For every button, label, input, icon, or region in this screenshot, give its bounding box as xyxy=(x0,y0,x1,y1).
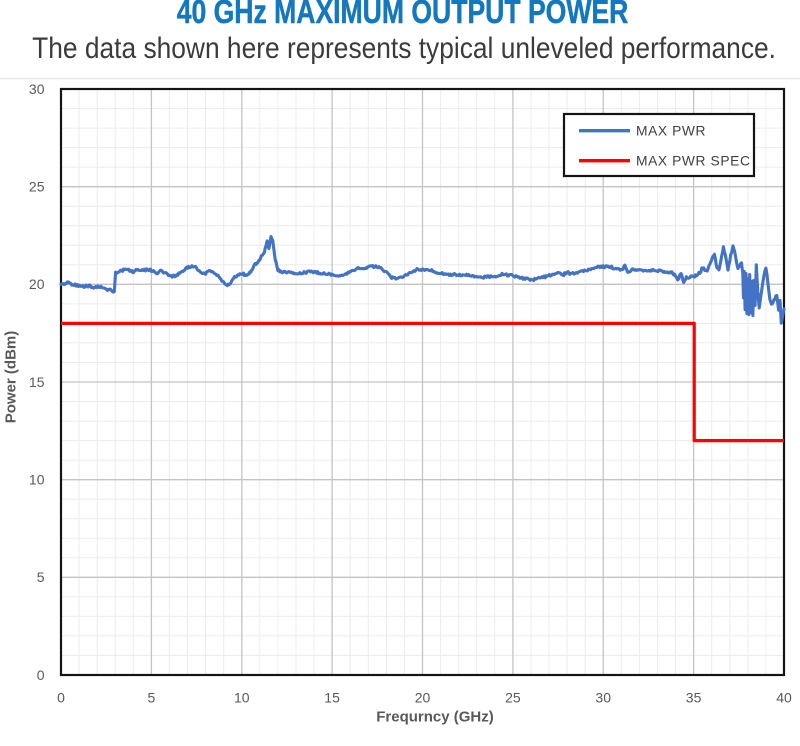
svg-text:Power (dBm): Power (dBm) xyxy=(2,331,19,424)
svg-text:20: 20 xyxy=(415,690,431,706)
svg-text:30: 30 xyxy=(595,690,611,706)
svg-text:MAX PWR: MAX PWR xyxy=(636,123,706,138)
svg-text:25: 25 xyxy=(29,179,45,195)
svg-text:15: 15 xyxy=(29,374,45,390)
svg-text:0: 0 xyxy=(37,667,45,683)
svg-text:5: 5 xyxy=(148,690,156,706)
svg-text:10: 10 xyxy=(29,472,45,488)
svg-text:35: 35 xyxy=(686,690,702,706)
svg-text:20: 20 xyxy=(29,276,45,292)
svg-text:40: 40 xyxy=(776,690,792,706)
svg-text:10: 10 xyxy=(234,690,250,706)
svg-text:5: 5 xyxy=(37,569,45,585)
svg-text:0: 0 xyxy=(57,690,65,706)
svg-text:MAX PWR SPEC: MAX PWR SPEC xyxy=(636,153,751,168)
svg-text:30: 30 xyxy=(29,81,45,97)
svg-text:25: 25 xyxy=(505,690,521,706)
svg-text:Frequrncy (GHz): Frequrncy (GHz) xyxy=(376,709,494,726)
svg-text:15: 15 xyxy=(324,690,340,706)
